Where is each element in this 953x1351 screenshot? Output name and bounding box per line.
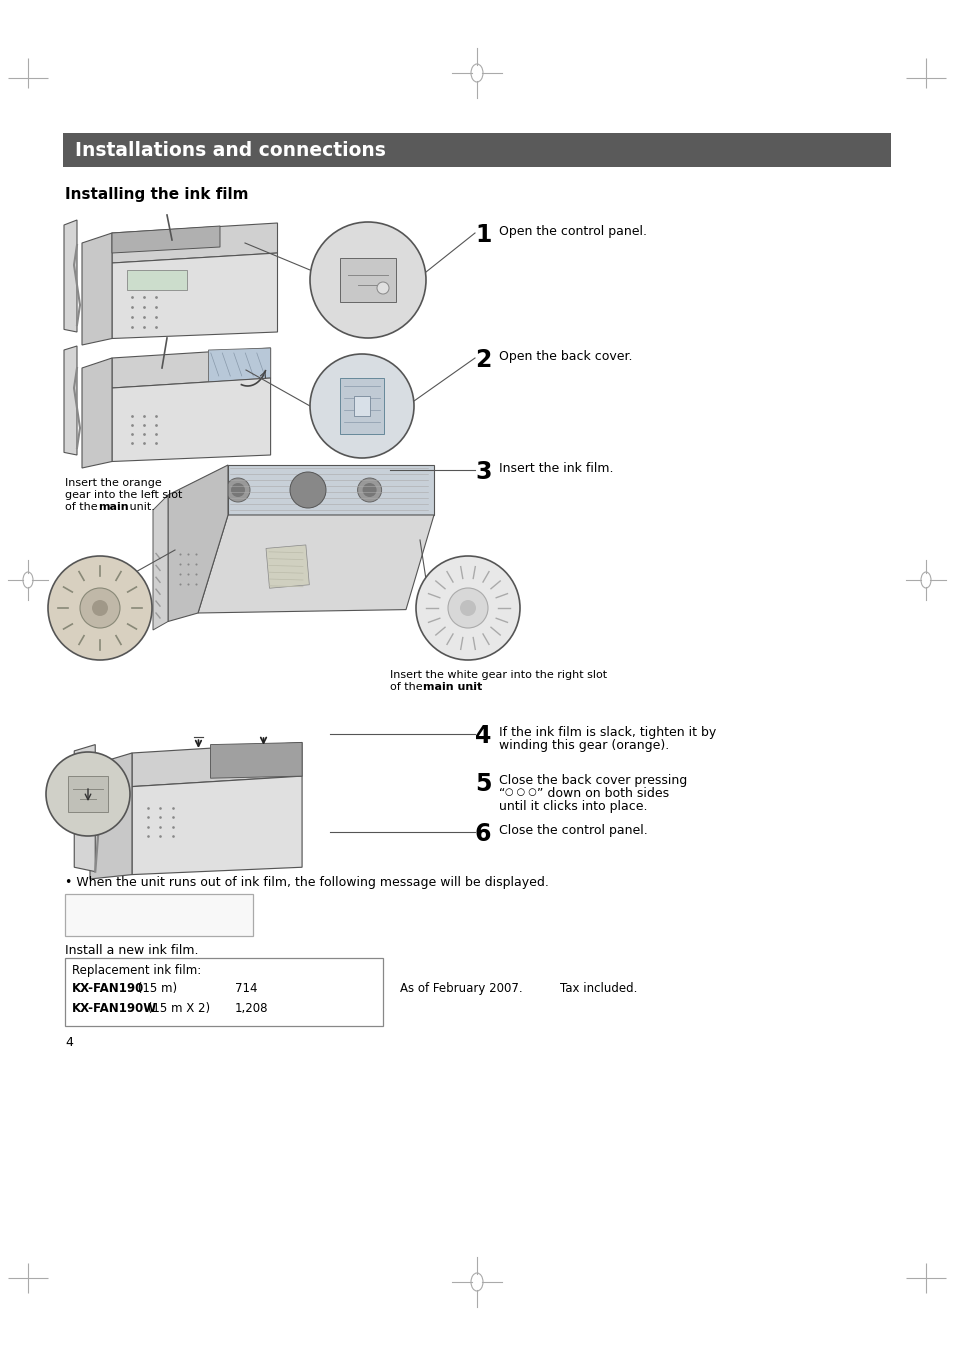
Text: (15 m): (15 m)	[133, 982, 177, 994]
Polygon shape	[209, 349, 271, 382]
Circle shape	[91, 600, 108, 616]
Text: winding this gear (orange).: winding this gear (orange).	[498, 739, 669, 753]
Text: until it clicks into place.: until it clicks into place.	[498, 800, 647, 813]
Circle shape	[46, 753, 130, 836]
Polygon shape	[132, 775, 302, 874]
Text: Insert the white gear into the right slot: Insert the white gear into the right slo…	[390, 670, 606, 680]
Text: Open the control panel.: Open the control panel.	[498, 226, 646, 238]
Text: .: .	[471, 682, 475, 692]
Bar	[266, 544, 309, 588]
Circle shape	[310, 222, 426, 338]
Polygon shape	[112, 378, 271, 462]
Circle shape	[226, 478, 250, 503]
Text: Install a new ink film.: Install a new ink film.	[65, 944, 198, 957]
Bar	[354, 396, 370, 416]
Text: 5: 5	[475, 771, 491, 796]
Text: ” down on both sides: ” down on both sides	[537, 788, 668, 800]
Circle shape	[362, 484, 376, 497]
Polygon shape	[112, 226, 220, 253]
Circle shape	[310, 354, 414, 458]
Circle shape	[376, 282, 389, 295]
Text: 6: 6	[475, 821, 491, 846]
Polygon shape	[74, 744, 95, 871]
Circle shape	[357, 478, 381, 503]
Text: KX-FAN190W: KX-FAN190W	[71, 1002, 157, 1015]
Text: of the: of the	[65, 503, 101, 512]
Text: Insert the orange: Insert the orange	[65, 478, 162, 488]
Text: Open the back cover.: Open the back cover.	[498, 350, 632, 363]
Text: main unit: main unit	[422, 682, 482, 692]
Text: 4: 4	[475, 724, 491, 748]
Circle shape	[80, 588, 120, 628]
Polygon shape	[112, 349, 271, 388]
Text: Insert the ink film.: Insert the ink film.	[498, 462, 613, 476]
Polygon shape	[152, 494, 168, 630]
Text: Replacement ink film:: Replacement ink film:	[71, 965, 201, 977]
Bar	[65, 958, 382, 1025]
Text: If the ink film is slack, tighten it by: If the ink film is slack, tighten it by	[498, 725, 716, 739]
Polygon shape	[64, 220, 77, 332]
Polygon shape	[90, 753, 132, 880]
Text: 3: 3	[475, 459, 491, 484]
Text: gear into the left slot: gear into the left slot	[65, 490, 182, 500]
Circle shape	[295, 478, 319, 503]
Text: 2: 2	[475, 349, 491, 372]
Polygon shape	[82, 358, 112, 467]
Text: of the: of the	[390, 682, 426, 692]
Polygon shape	[112, 253, 277, 339]
Text: 4: 4	[65, 1036, 72, 1048]
Bar	[127, 270, 187, 290]
Circle shape	[48, 557, 152, 661]
Polygon shape	[211, 743, 302, 778]
Bar	[68, 775, 108, 812]
Bar	[65, 894, 253, 936]
Text: 1: 1	[475, 223, 491, 247]
Text: unit.: unit.	[126, 503, 154, 512]
Text: Close the back cover pressing: Close the back cover pressing	[498, 774, 686, 788]
Polygon shape	[132, 743, 302, 786]
Polygon shape	[64, 346, 77, 455]
Circle shape	[416, 557, 519, 661]
Bar	[63, 132, 890, 168]
Text: ○ ○ ○: ○ ○ ○	[504, 788, 537, 797]
Bar	[339, 378, 384, 434]
Circle shape	[290, 471, 326, 508]
Text: “: “	[498, 788, 505, 800]
Polygon shape	[168, 465, 228, 621]
Circle shape	[459, 600, 476, 616]
Text: Installing the ink film: Installing the ink film	[65, 186, 248, 203]
Text: 1,208: 1,208	[234, 1002, 268, 1015]
Text: Tax included.: Tax included.	[559, 982, 637, 994]
Bar	[339, 258, 395, 303]
Circle shape	[231, 484, 245, 497]
Polygon shape	[198, 515, 434, 613]
Text: 714: 714	[234, 982, 257, 994]
Polygon shape	[112, 223, 277, 263]
Text: As of February 2007.: As of February 2007.	[399, 982, 522, 994]
Text: • When the unit runs out of ink film, the following message will be displayed.: • When the unit runs out of ink film, th…	[65, 875, 548, 889]
Text: Installations and connections: Installations and connections	[75, 141, 385, 159]
Text: KX-FAN190: KX-FAN190	[71, 982, 144, 994]
Circle shape	[301, 484, 314, 497]
Text: main: main	[98, 503, 129, 512]
Text: Close the control panel.: Close the control panel.	[498, 824, 647, 838]
Text: (15 m X 2): (15 m X 2)	[144, 1002, 210, 1015]
Polygon shape	[82, 232, 112, 345]
Circle shape	[448, 588, 488, 628]
Polygon shape	[228, 465, 434, 515]
